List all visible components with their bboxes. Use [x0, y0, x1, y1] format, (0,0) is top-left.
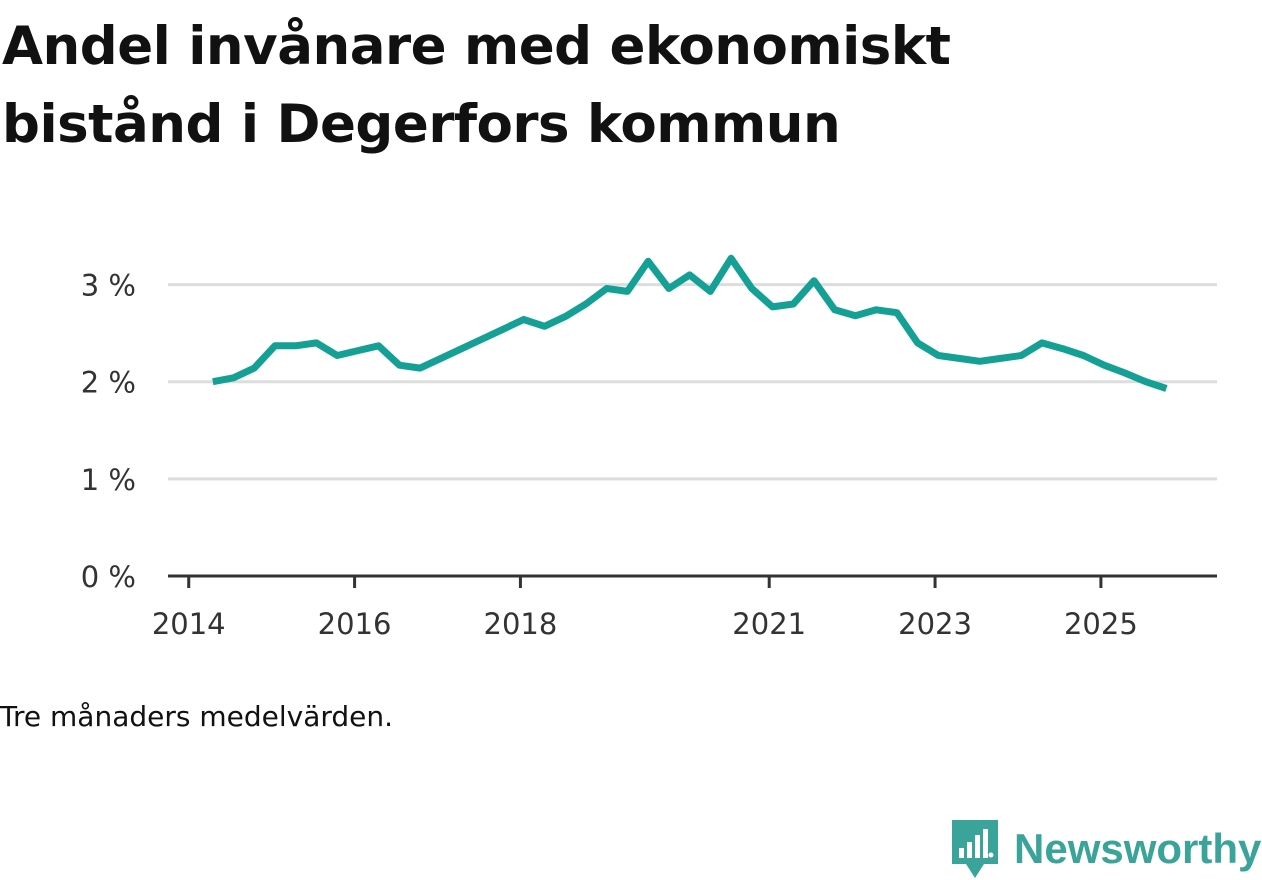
newsworthy-logo-icon [952, 820, 998, 878]
x-tick-label: 2025 [1064, 607, 1138, 641]
chart-title: Andel invånare med ekonomiskt bistånd i … [2, 16, 951, 155]
y-tick-label: 3 % [81, 269, 136, 303]
newsworthy-brand: Newsworthy [950, 818, 1261, 880]
y-tick-label: 0 % [81, 560, 136, 594]
y-axis-ticks: 0 % 1 % 2 % 3 % [81, 269, 136, 594]
x-tick-label: 2016 [318, 607, 392, 641]
series-line [212, 254, 1168, 392]
x-tick-label: 2018 [484, 607, 558, 641]
chart-note: Tre månaders medelvärden. [0, 700, 394, 733]
gridlines [168, 283, 1217, 481]
y-tick-label: 1 % [81, 463, 136, 497]
brand-name: Newsworthy [1014, 825, 1262, 872]
x-tick-label: 2023 [898, 607, 972, 641]
y-tick-label: 2 % [81, 366, 136, 400]
line-chart: 0 % 1 % 2 % 3 % 2014 2016 2018 2021 2023 2025 [81, 254, 1217, 641]
x-tick-label: 2014 [152, 607, 226, 641]
x-tick-label: 2021 [732, 607, 806, 641]
x-axis-ticks: 2014 2016 2018 2021 2023 2025 [152, 576, 1138, 641]
